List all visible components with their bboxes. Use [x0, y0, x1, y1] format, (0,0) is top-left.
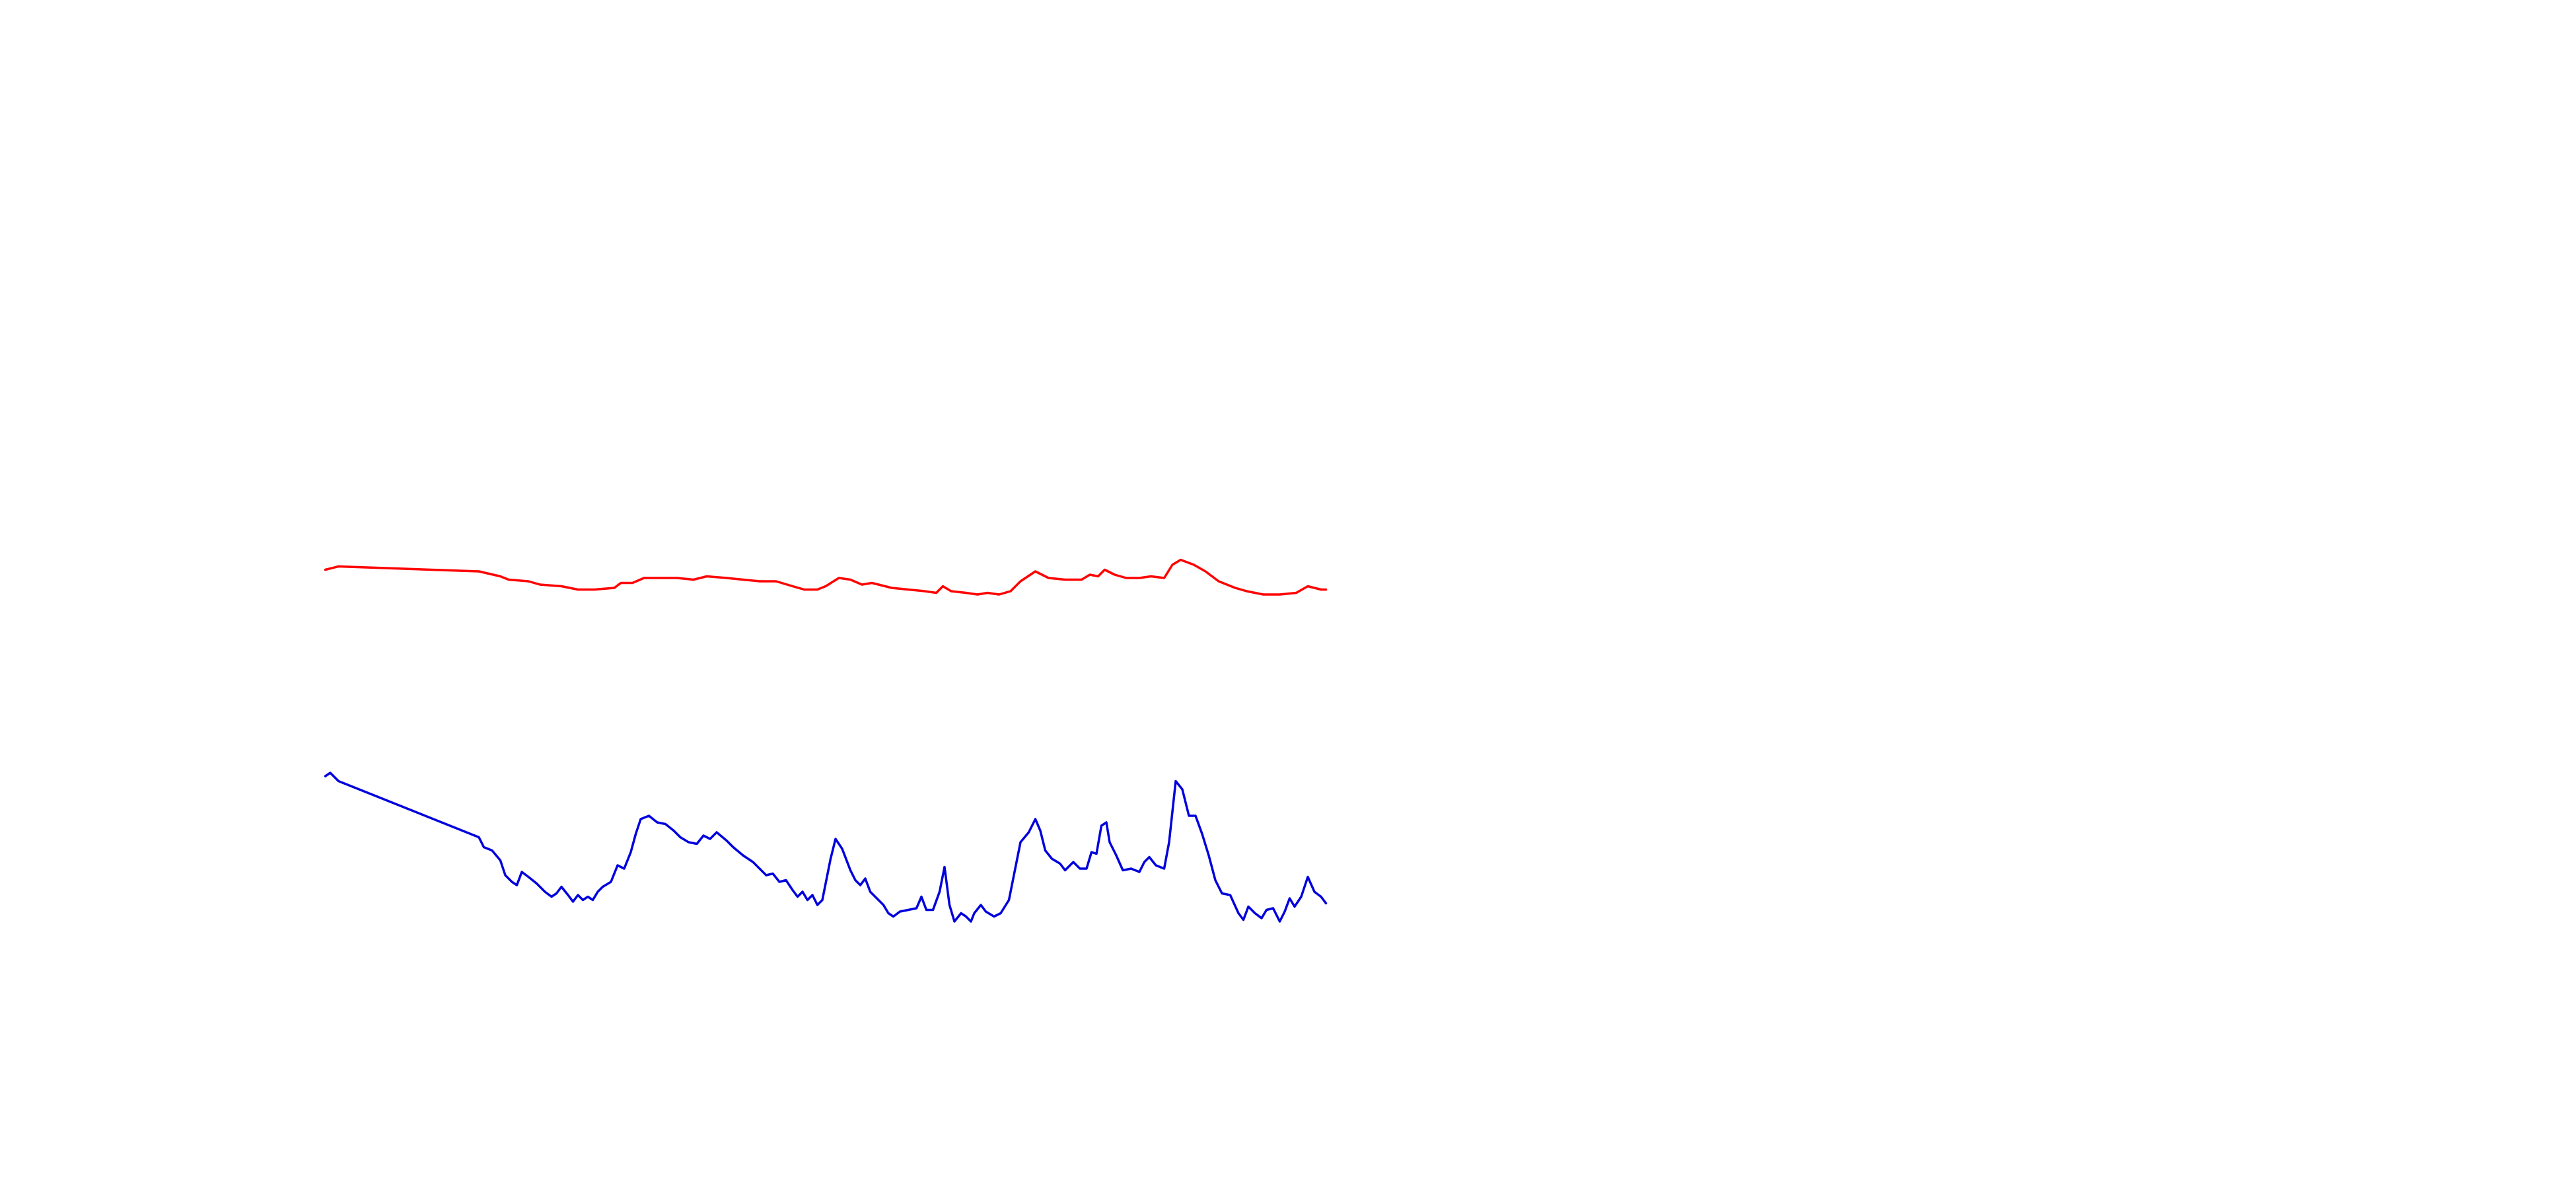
line-series — [324, 558, 1328, 596]
line-series — [324, 772, 1328, 923]
